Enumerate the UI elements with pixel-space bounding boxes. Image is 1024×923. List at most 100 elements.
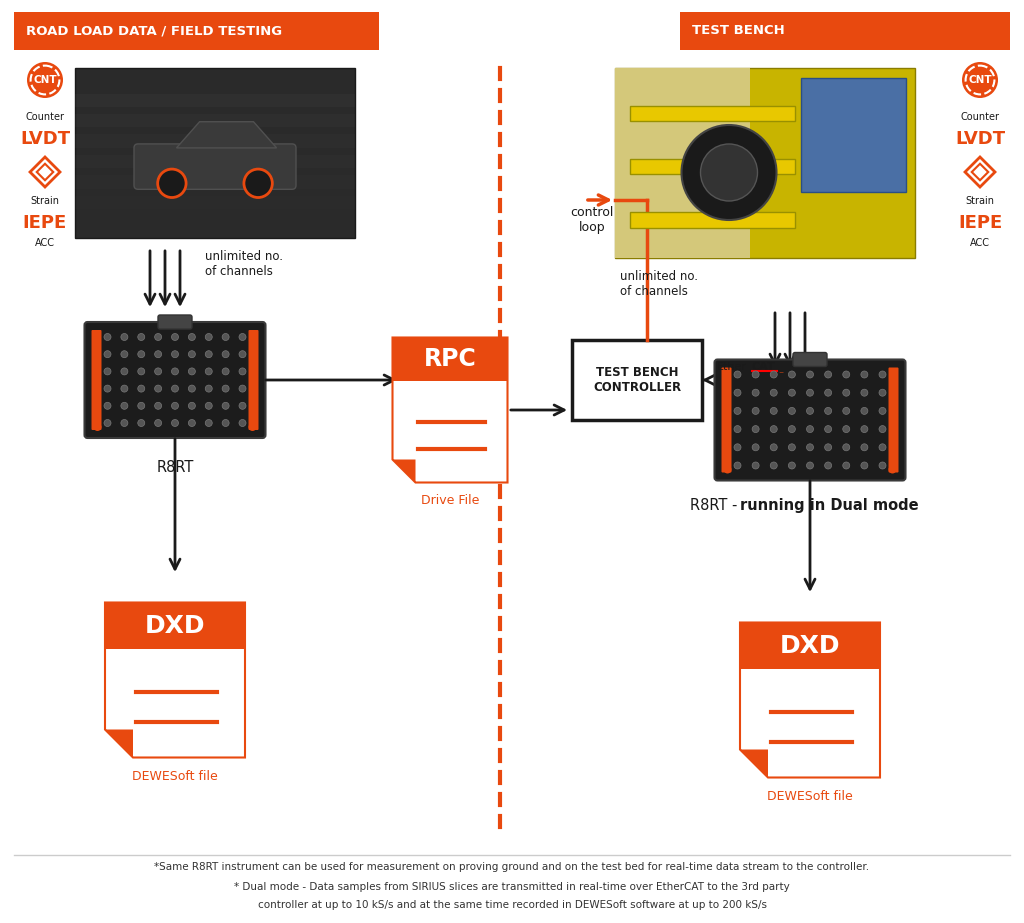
- FancyBboxPatch shape: [85, 322, 265, 438]
- Bar: [105, 603, 245, 649]
- Circle shape: [807, 371, 813, 378]
- Circle shape: [807, 462, 813, 469]
- Circle shape: [188, 368, 196, 375]
- Circle shape: [27, 62, 63, 98]
- Circle shape: [824, 390, 831, 396]
- Circle shape: [155, 385, 162, 392]
- Text: * Dual mode - Data samples from SIRIUS slices are transmitted in real-time over : * Dual mode - Data samples from SIRIUS s…: [234, 882, 790, 892]
- Circle shape: [843, 444, 850, 450]
- FancyBboxPatch shape: [158, 315, 193, 329]
- Text: R8RT -: R8RT -: [690, 498, 742, 513]
- FancyBboxPatch shape: [249, 330, 258, 430]
- Text: LVDT: LVDT: [19, 130, 70, 148]
- Circle shape: [879, 390, 886, 396]
- Text: IEPE: IEPE: [957, 214, 1002, 232]
- Circle shape: [770, 390, 777, 396]
- Circle shape: [188, 402, 196, 409]
- Circle shape: [171, 351, 178, 358]
- Circle shape: [138, 402, 144, 409]
- Text: Counter: Counter: [26, 112, 65, 122]
- Circle shape: [770, 462, 777, 469]
- Circle shape: [222, 385, 229, 392]
- Text: IEPE: IEPE: [23, 214, 68, 232]
- Text: control
loop: control loop: [570, 206, 613, 234]
- Text: DEWESoft file: DEWESoft file: [767, 789, 853, 802]
- Bar: [75, 135, 355, 148]
- Circle shape: [171, 419, 178, 426]
- Text: CNT: CNT: [968, 75, 992, 85]
- Circle shape: [239, 419, 246, 426]
- Circle shape: [843, 371, 850, 378]
- Text: ACC: ACC: [970, 238, 990, 248]
- Circle shape: [138, 385, 144, 392]
- Text: unlimited no.
of channels: unlimited no. of channels: [620, 270, 698, 298]
- Circle shape: [222, 333, 229, 341]
- Circle shape: [807, 390, 813, 396]
- Circle shape: [824, 444, 831, 450]
- Text: unlimited no.
of channels: unlimited no. of channels: [205, 250, 283, 278]
- Circle shape: [752, 371, 759, 378]
- Circle shape: [879, 371, 886, 378]
- Circle shape: [239, 351, 246, 358]
- Circle shape: [824, 462, 831, 469]
- Circle shape: [205, 368, 212, 375]
- Text: running in Dual mode: running in Dual mode: [740, 498, 919, 513]
- Bar: [75, 196, 355, 210]
- Circle shape: [104, 351, 111, 358]
- Circle shape: [239, 368, 246, 375]
- Polygon shape: [176, 122, 276, 148]
- Circle shape: [861, 462, 868, 469]
- Circle shape: [861, 390, 868, 396]
- Circle shape: [222, 419, 229, 426]
- Circle shape: [155, 419, 162, 426]
- Circle shape: [843, 390, 850, 396]
- Circle shape: [843, 407, 850, 414]
- Text: DEWESoft file: DEWESoft file: [132, 770, 218, 783]
- Circle shape: [752, 407, 759, 414]
- Circle shape: [205, 351, 212, 358]
- Bar: [630, 106, 795, 121]
- Bar: [75, 114, 355, 127]
- FancyBboxPatch shape: [722, 367, 731, 473]
- Polygon shape: [740, 749, 768, 777]
- Circle shape: [171, 333, 178, 341]
- Circle shape: [962, 62, 998, 98]
- Circle shape: [770, 426, 777, 433]
- Circle shape: [724, 465, 731, 473]
- Circle shape: [752, 444, 759, 450]
- Circle shape: [843, 462, 850, 469]
- Circle shape: [222, 368, 229, 375]
- Bar: [801, 78, 906, 191]
- Text: ROAD LOAD DATA / FIELD TESTING: ROAD LOAD DATA / FIELD TESTING: [26, 25, 283, 38]
- Circle shape: [807, 444, 813, 450]
- Circle shape: [889, 465, 896, 473]
- Bar: [14, 12, 379, 50]
- FancyBboxPatch shape: [91, 330, 101, 430]
- Circle shape: [239, 333, 246, 341]
- Circle shape: [824, 407, 831, 414]
- Circle shape: [158, 169, 186, 198]
- Circle shape: [121, 385, 128, 392]
- Circle shape: [104, 385, 111, 392]
- Circle shape: [121, 333, 128, 341]
- Text: ⁻: ⁻: [778, 370, 783, 380]
- Circle shape: [104, 419, 111, 426]
- Circle shape: [734, 444, 741, 450]
- Circle shape: [734, 407, 741, 414]
- Circle shape: [121, 351, 128, 358]
- Polygon shape: [105, 729, 133, 758]
- Circle shape: [121, 368, 128, 375]
- Text: DXD: DXD: [779, 634, 841, 658]
- Circle shape: [155, 402, 162, 409]
- Polygon shape: [392, 338, 508, 483]
- Polygon shape: [392, 460, 416, 483]
- Circle shape: [734, 462, 741, 469]
- Circle shape: [788, 390, 796, 396]
- Circle shape: [843, 426, 850, 433]
- Polygon shape: [740, 622, 880, 777]
- Text: CNT: CNT: [33, 75, 56, 85]
- Circle shape: [734, 426, 741, 433]
- Circle shape: [155, 351, 162, 358]
- Circle shape: [205, 402, 212, 409]
- Text: TEST BENCH: TEST BENCH: [692, 25, 784, 38]
